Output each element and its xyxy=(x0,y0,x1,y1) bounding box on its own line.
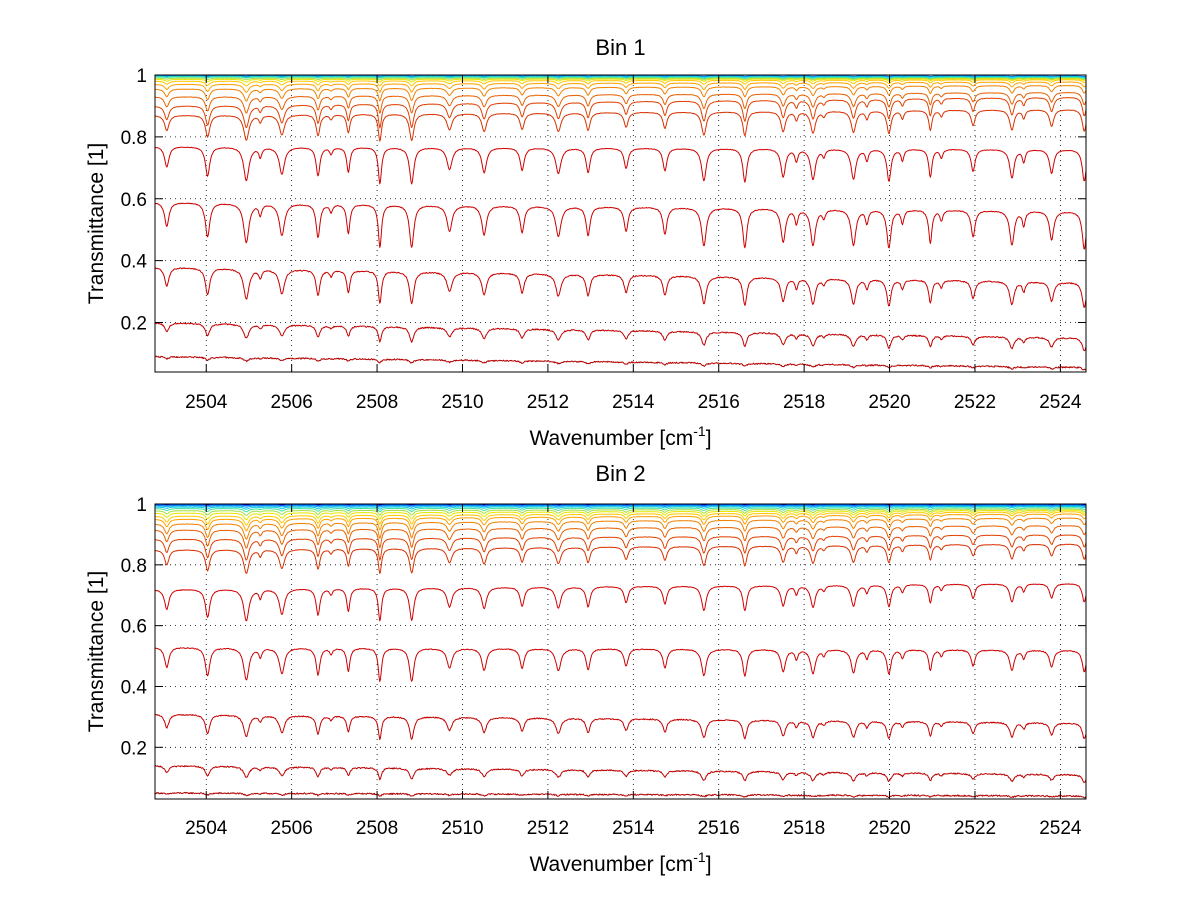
series-line-3 xyxy=(154,504,1086,507)
series-line-11 xyxy=(154,97,1087,129)
x-tick-label: 2524 xyxy=(1039,818,1082,839)
y-tick-label: 0.6 xyxy=(121,617,147,638)
x-tick-label: 2520 xyxy=(868,392,910,413)
chart-title: Bin 1 xyxy=(595,35,645,60)
x-tick-label: 2520 xyxy=(868,818,910,839)
x-axis-label-sup: -1 xyxy=(693,423,706,439)
series-line-19 xyxy=(154,791,1087,799)
series-line-18 xyxy=(154,765,1087,784)
series-line-7 xyxy=(155,508,1087,516)
y-axis-label: Transmittance [1] xyxy=(85,143,108,304)
y-tick-label: 0.4 xyxy=(121,677,148,698)
x-tick-label: 2508 xyxy=(356,392,398,413)
series-line-2 xyxy=(154,75,1087,78)
series-line-9 xyxy=(154,511,1087,526)
series-line-8 xyxy=(154,509,1087,521)
x-tick-label: 2504 xyxy=(185,392,228,413)
y-tick-label: 0.2 xyxy=(121,314,147,335)
series-line-14 xyxy=(154,543,1087,574)
series-line-12 xyxy=(155,109,1087,142)
x-axis-label-text: Wavenumber [cm xyxy=(529,853,693,876)
series-line-11 xyxy=(154,517,1087,540)
x-tick-label: 2510 xyxy=(441,818,483,839)
x-axis-label: Wavenumber [cm-1] xyxy=(529,849,711,876)
plot-bin-1: 2504 2506 2508 2510 2512 2514 2516 2518 2520 2522… xyxy=(85,35,1087,450)
series-line-10 xyxy=(155,92,1087,114)
series-line-5 xyxy=(155,77,1087,81)
series-line-9 xyxy=(154,85,1087,102)
series-line-13 xyxy=(155,534,1087,561)
series-line-6 xyxy=(155,507,1087,513)
x-tick-label: 2512 xyxy=(527,818,569,839)
series-line-15 xyxy=(154,267,1087,308)
series-group xyxy=(154,503,1087,799)
x-tick-label: 2522 xyxy=(954,392,996,413)
x-tick-label: 2518 xyxy=(783,818,825,839)
axes-frame xyxy=(154,74,1087,373)
series-line-17 xyxy=(154,355,1087,371)
series-line-14 xyxy=(154,202,1087,250)
series-line-4 xyxy=(155,76,1087,80)
series-line-17 xyxy=(154,713,1087,741)
x-tick-label: 2518 xyxy=(783,392,825,413)
y-axis-label: Transmittance [1] xyxy=(85,571,108,732)
y-tick-label: 1 xyxy=(136,66,147,87)
x-axis-label-end: ] xyxy=(706,427,712,450)
x-tick-label: 2514 xyxy=(612,392,655,413)
y-tick-label: 1 xyxy=(136,495,147,516)
x-tick-label: 2506 xyxy=(271,392,313,413)
series-line-16 xyxy=(154,647,1087,682)
chart-title: Bin 2 xyxy=(595,461,645,486)
x-axis-label-sup: -1 xyxy=(693,849,706,865)
series-group xyxy=(154,74,1087,371)
y-tick-label: 0.8 xyxy=(121,556,147,577)
series-line-10 xyxy=(154,513,1087,532)
x-tick-label: 2522 xyxy=(954,818,996,839)
y-tick-label: 0.2 xyxy=(121,738,147,759)
x-tick-label: 2516 xyxy=(698,392,740,413)
series-line-8 xyxy=(154,81,1087,93)
plot-bin-2: 2504 2506 2508 2510 2512 2514 2516 2518 2520 2522… xyxy=(85,461,1087,876)
x-tick-label: 2510 xyxy=(441,392,483,413)
series-line-12 xyxy=(154,525,1087,549)
x-tick-label: 2508 xyxy=(356,818,398,839)
x-axis-label: Wavenumber [cm-1] xyxy=(529,423,711,450)
series-line-13 xyxy=(154,146,1087,185)
x-tick-label: 2524 xyxy=(1039,392,1082,413)
x-axis-label-text: Wavenumber [cm xyxy=(529,427,693,450)
x-tick-label: 2504 xyxy=(185,818,228,839)
x-tick-label: 2512 xyxy=(527,392,569,413)
series-line-5 xyxy=(155,505,1087,510)
series-line-6 xyxy=(154,78,1087,83)
x-tick-label: 2506 xyxy=(271,818,313,839)
x-axis-label-end: ] xyxy=(706,853,712,876)
series-line-16 xyxy=(154,322,1087,352)
y-tick-label: 0.4 xyxy=(121,252,148,273)
series-line-4 xyxy=(154,505,1087,508)
y-tick-label: 0.8 xyxy=(121,128,147,149)
x-tick-label: 2514 xyxy=(612,818,655,839)
y-tick-label: 0.6 xyxy=(121,190,147,211)
series-line-7 xyxy=(154,79,1087,87)
axes-frame xyxy=(154,503,1087,800)
x-tick-label: 2516 xyxy=(698,818,740,839)
series-line-15 xyxy=(154,583,1087,622)
series-line-3 xyxy=(154,75,1086,79)
